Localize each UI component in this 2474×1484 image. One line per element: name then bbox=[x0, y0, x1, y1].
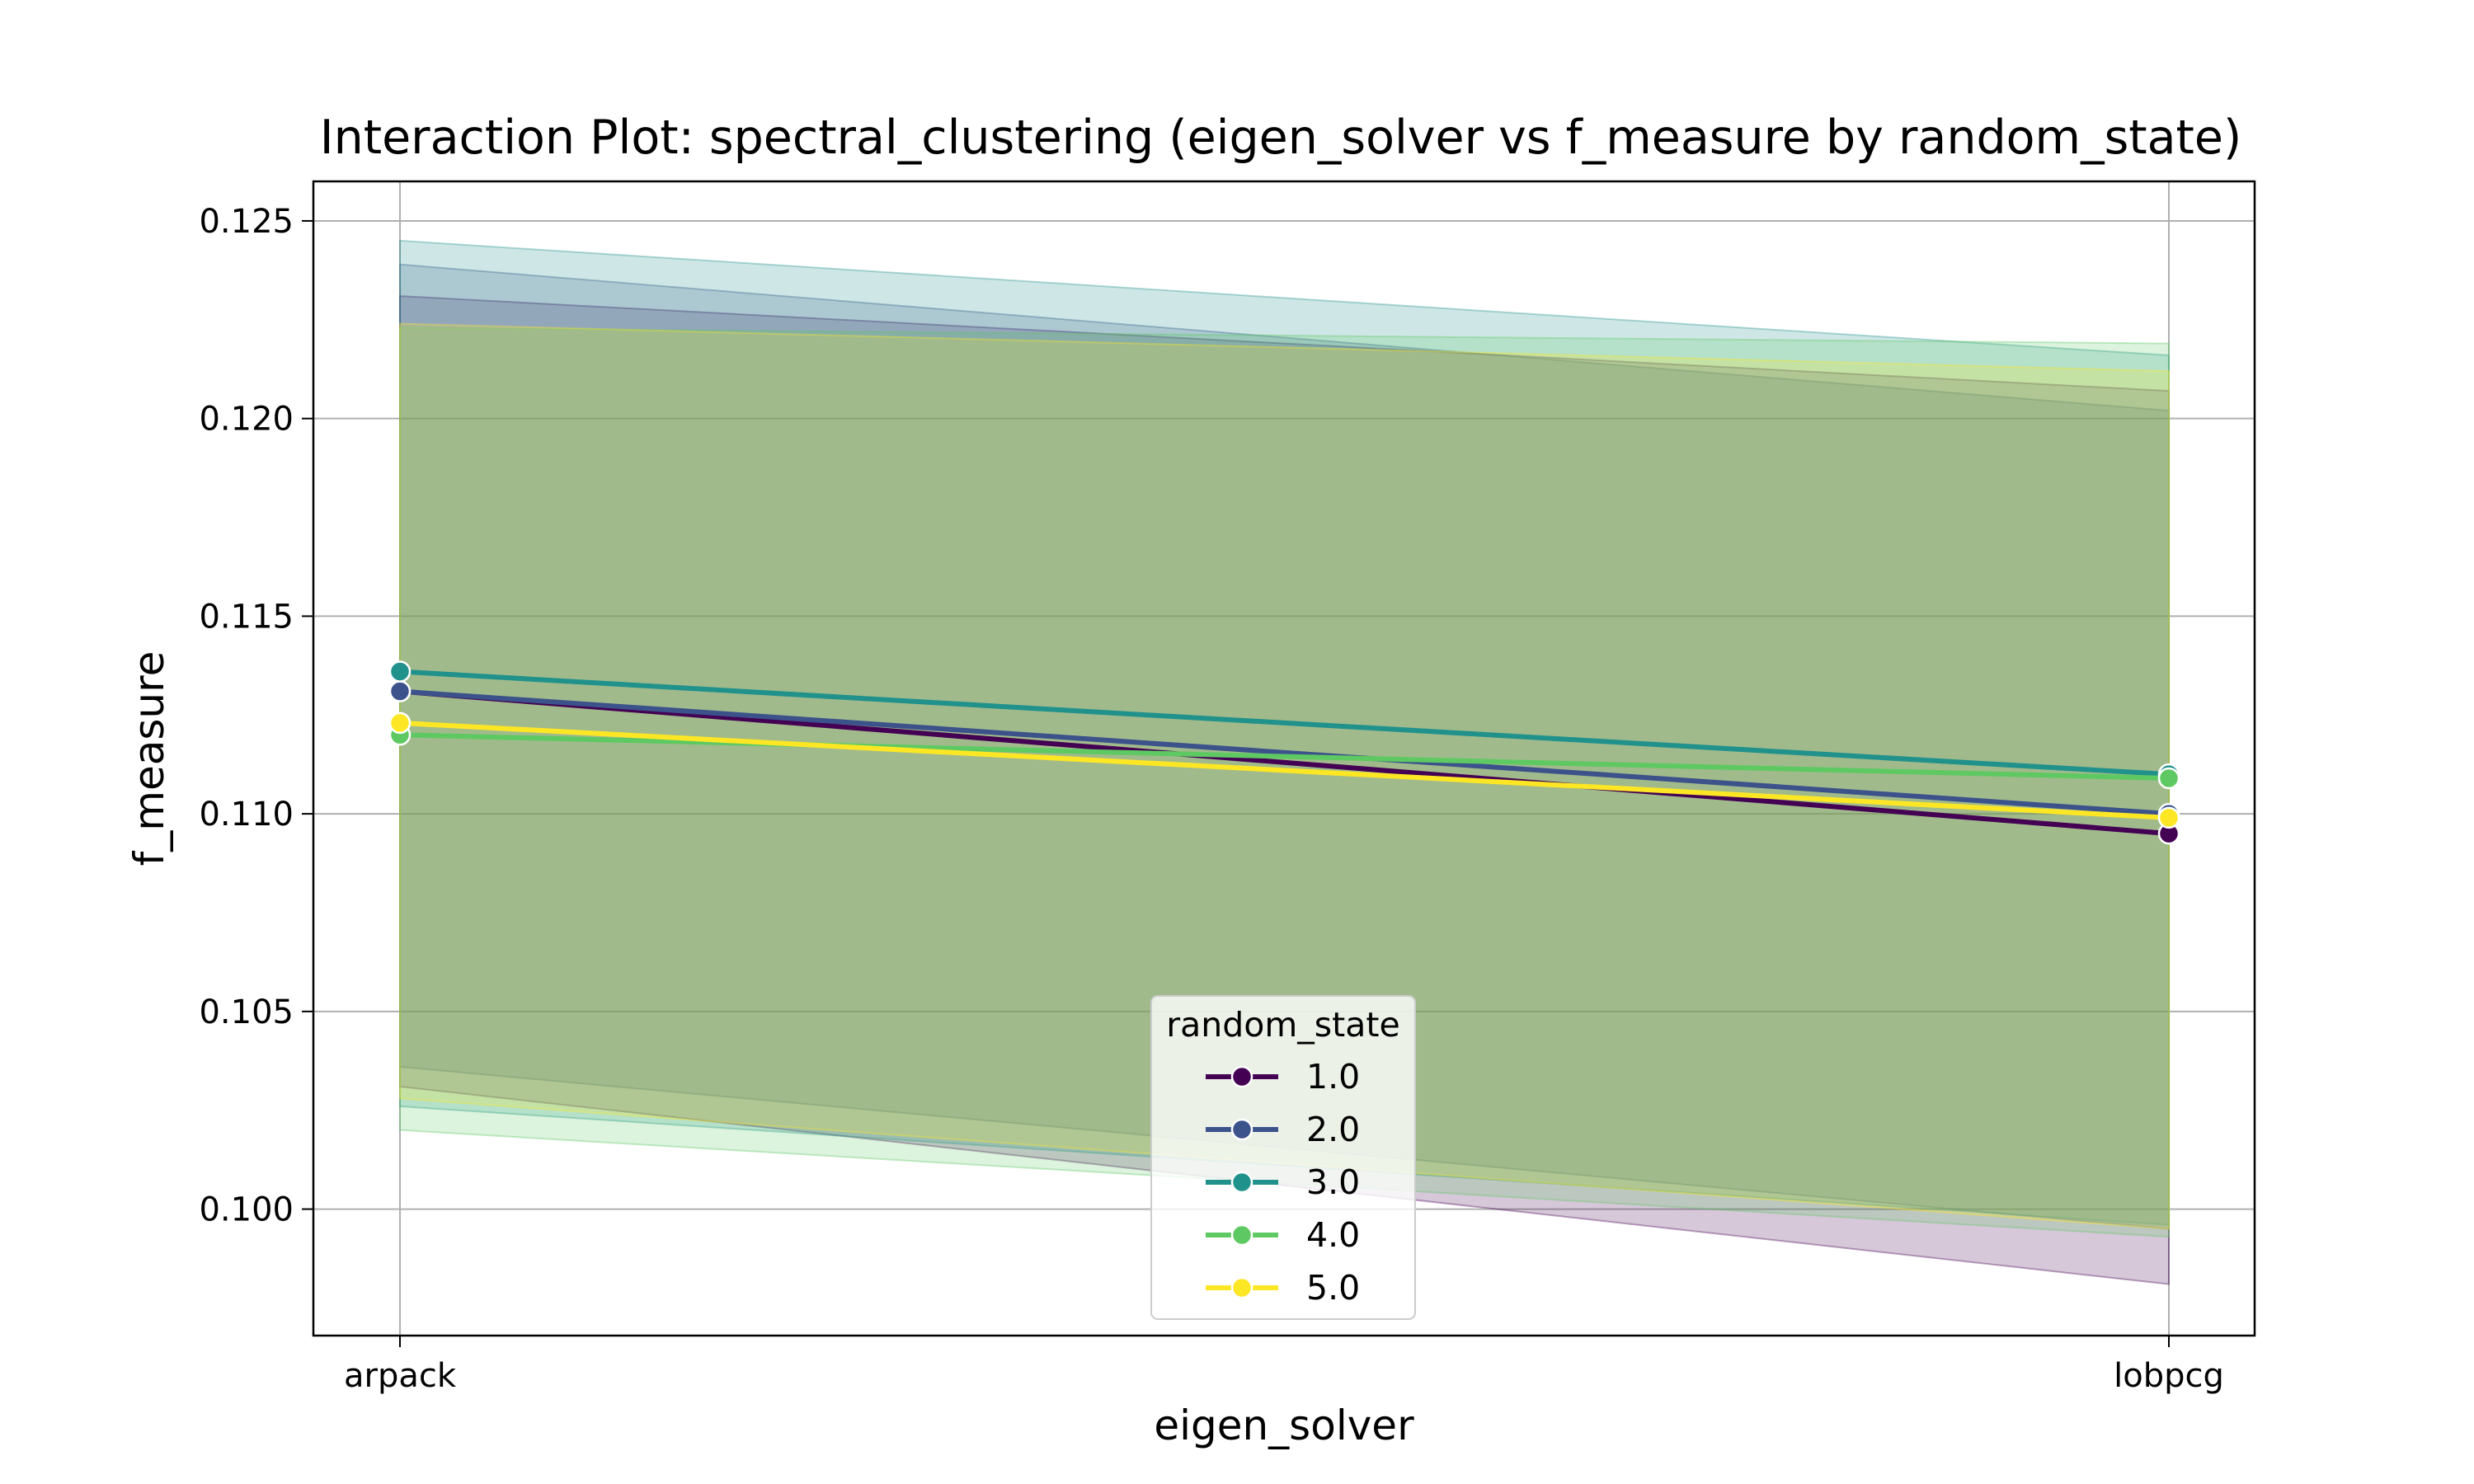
legend-label-3: 3.0 bbox=[1306, 1162, 1360, 1202]
series-line-5 bbox=[397, 720, 2171, 820]
y-tick-label: 0.105 bbox=[199, 993, 294, 1031]
legend-marker-2 bbox=[1230, 1118, 1253, 1141]
data-point-2 bbox=[388, 680, 412, 702]
data-point-3 bbox=[388, 660, 412, 683]
legend-marker-3 bbox=[1230, 1171, 1253, 1194]
series-line-3 bbox=[397, 669, 2171, 777]
plot-frame bbox=[312, 180, 2256, 1337]
x-axis-label: eigen_solver bbox=[1154, 1402, 1414, 1449]
ci-band-5 bbox=[399, 322, 2170, 1230]
legend-label-5: 5.0 bbox=[1306, 1268, 1360, 1308]
y-tick-label: 0.120 bbox=[199, 401, 294, 439]
ci-band-2 bbox=[399, 263, 2170, 1230]
series-line-1 bbox=[397, 688, 2171, 837]
series-points bbox=[388, 660, 2180, 845]
legend-label-1: 1.0 bbox=[1306, 1057, 1360, 1097]
x-tick-label: arpack bbox=[344, 1357, 457, 1395]
y-tick-label: 0.115 bbox=[199, 598, 294, 636]
y-tick-label: 0.110 bbox=[199, 796, 294, 834]
y-axis-label: f_measure bbox=[125, 651, 173, 866]
data-point-4 bbox=[2157, 767, 2180, 790]
ci-band-3 bbox=[399, 239, 2170, 1226]
legend-marker-4 bbox=[1230, 1223, 1253, 1247]
x-tick-label: lobpcg bbox=[2114, 1357, 2224, 1395]
legend: random_state 1.0 2.0 3.0 4.0 5.0 bbox=[1150, 995, 1416, 1320]
data-point-5 bbox=[2157, 806, 2180, 829]
data-point-5 bbox=[388, 711, 412, 735]
series-lines bbox=[397, 669, 2171, 837]
series-line-2 bbox=[397, 688, 2171, 817]
legend-label-2: 2.0 bbox=[1306, 1110, 1360, 1149]
ci-band-1 bbox=[399, 294, 2170, 1285]
legend-items: 1.0 2.0 3.0 4.0 5.0 bbox=[1206, 1057, 1360, 1308]
confidence-bands bbox=[399, 239, 2170, 1285]
legend-marker-5 bbox=[1230, 1276, 1253, 1299]
y-tick-label: 0.100 bbox=[199, 1191, 294, 1229]
legend-title: random_state bbox=[1166, 1005, 1399, 1045]
legend-label-4: 4.0 bbox=[1306, 1215, 1360, 1255]
y-axis: 0.100 0.105 0.110 0.115 0.120 0.125 bbox=[199, 203, 313, 1229]
series-line-4 bbox=[397, 732, 2171, 781]
legend-marker-1 bbox=[1230, 1065, 1253, 1088]
chart-title: Interaction Plot: spectral_clustering (e… bbox=[320, 110, 2241, 165]
x-axis: arpack lobpcg bbox=[344, 1336, 2224, 1395]
y-tick-label: 0.125 bbox=[199, 203, 294, 241]
ci-band-4 bbox=[399, 326, 2170, 1238]
